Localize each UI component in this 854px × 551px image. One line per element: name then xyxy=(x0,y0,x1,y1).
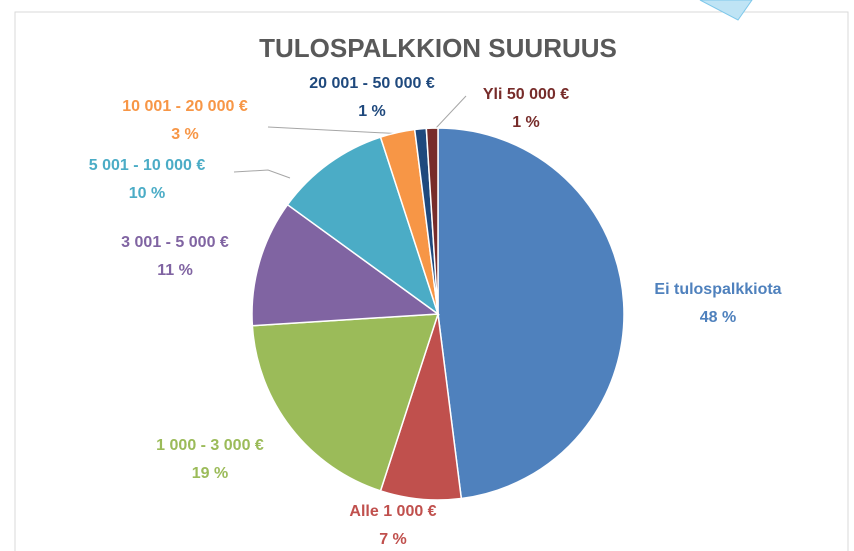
slice-label: 1 000 - 3 000 € xyxy=(156,437,264,454)
slice-value-label: 7 % xyxy=(379,531,407,548)
pie-slice xyxy=(251,203,441,327)
slice-value-label: 19 % xyxy=(192,465,228,482)
slice-label: 10 001 - 20 000 € xyxy=(122,98,248,115)
slice-value-label: 10 % xyxy=(129,185,165,202)
chart-title: TULOSPALKKION SUURUUS xyxy=(259,33,617,63)
slice-label: Alle 1 000 € xyxy=(349,503,436,520)
pie-slice xyxy=(286,136,440,316)
slice-value-label: 48 % xyxy=(700,309,736,326)
slice-label: Yli 50 000 € xyxy=(483,86,569,103)
leader-line xyxy=(267,126,406,135)
decoration xyxy=(699,0,753,21)
slice-value-label: 3 % xyxy=(171,126,199,143)
pie-slice xyxy=(437,127,625,500)
slice-value-label: 1 % xyxy=(512,114,540,131)
slice-label: Ei tulospalkkiota xyxy=(654,281,781,298)
slice-label: 20 001 - 50 000 € xyxy=(309,75,435,92)
slice-label: 5 001 - 10 000 € xyxy=(89,157,206,174)
pie-slice xyxy=(425,127,439,315)
leader-lines xyxy=(233,95,467,179)
leader-line xyxy=(435,95,467,129)
slice-value-label: 11 % xyxy=(157,262,193,279)
slice-value-label: 1 % xyxy=(358,103,386,120)
slice-label: 3 001 - 5 000 € xyxy=(121,234,229,251)
pie-slice xyxy=(251,313,440,492)
leader-line xyxy=(233,169,291,179)
